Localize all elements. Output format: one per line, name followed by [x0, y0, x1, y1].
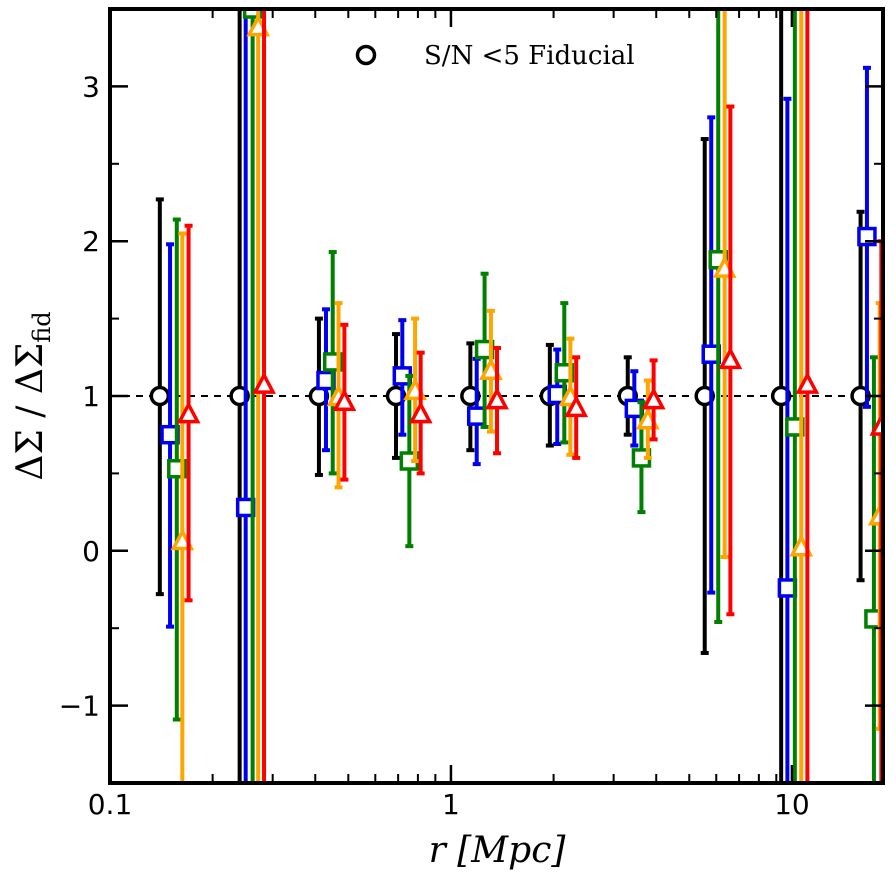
- x-tick-label: 1: [442, 788, 460, 821]
- data-point-circle: [460, 385, 481, 407]
- data-point-triangle: [564, 394, 589, 418]
- data-point-triangle: [718, 346, 743, 370]
- legend-label: S/N <5 Fiducial: [424, 41, 635, 71]
- data-point-square: [242, 9, 263, 19]
- series-green: [167, 9, 883, 783]
- series-s-n-5-fiducial: [149, 9, 871, 783]
- x-tick-label: 0.1: [88, 788, 133, 821]
- data-point-triangle: [485, 386, 509, 410]
- data-point-triangle: [795, 371, 820, 394]
- data-point-triangle: [176, 400, 201, 424]
- series-red: [176, 9, 883, 783]
- x-axis-title: r [Mpc]: [429, 830, 567, 871]
- y-tick-label: 3: [82, 70, 100, 103]
- y-tick-label: 1: [82, 380, 100, 413]
- legend: S/N <5 Fiducial: [355, 41, 635, 71]
- y-tick-label: 0: [82, 535, 100, 568]
- data-point-circle: [385, 385, 407, 407]
- y-tick-label: 2: [82, 225, 100, 258]
- y-tick-label: −1: [59, 690, 100, 723]
- data-point-triangle: [408, 400, 433, 424]
- x-tick-label: 10: [774, 788, 810, 821]
- data-point-triangle: [641, 386, 666, 410]
- legend-marker-circle: [355, 44, 377, 66]
- series-blue: [160, 9, 877, 783]
- data-point-triangle: [252, 371, 276, 394]
- y-axis-title: ΔΣ / ΔΣfid: [10, 311, 56, 480]
- tick-layer: 0.1 1 10 −1 0 1 2 3: [59, 8, 883, 821]
- data-point-circle: [149, 385, 171, 407]
- data-layer: [149, 9, 883, 783]
- data-point-square: [466, 406, 487, 426]
- data-point-triangle: [332, 388, 357, 411]
